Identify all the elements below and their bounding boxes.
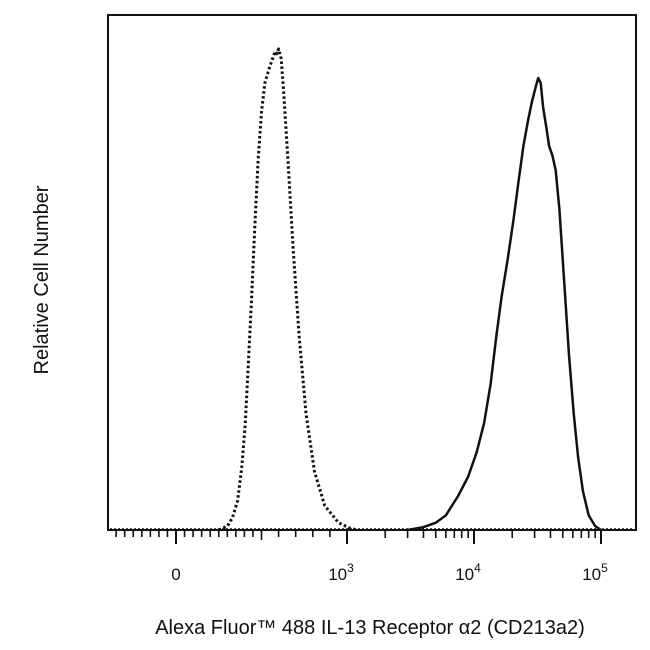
x-minor-ticks <box>115 530 596 540</box>
plot-frame <box>107 14 637 531</box>
isotype-control-curve <box>218 47 358 532</box>
x-tick-label: 0 <box>171 565 180 584</box>
x-tick-label: 103 <box>328 561 354 584</box>
stained-sample-curve <box>407 76 602 532</box>
series-layer <box>110 47 634 532</box>
x-tick-label: 104 <box>455 561 481 584</box>
y-axis-title: Relative Cell Number <box>31 185 53 374</box>
x-tick-labels: 0 103 104 105 <box>171 530 608 584</box>
x-axis-title: Alexa Fluor™ 488 IL-13 Receptor α2 (CD21… <box>155 617 585 639</box>
x-tick-label: 105 <box>582 561 608 584</box>
